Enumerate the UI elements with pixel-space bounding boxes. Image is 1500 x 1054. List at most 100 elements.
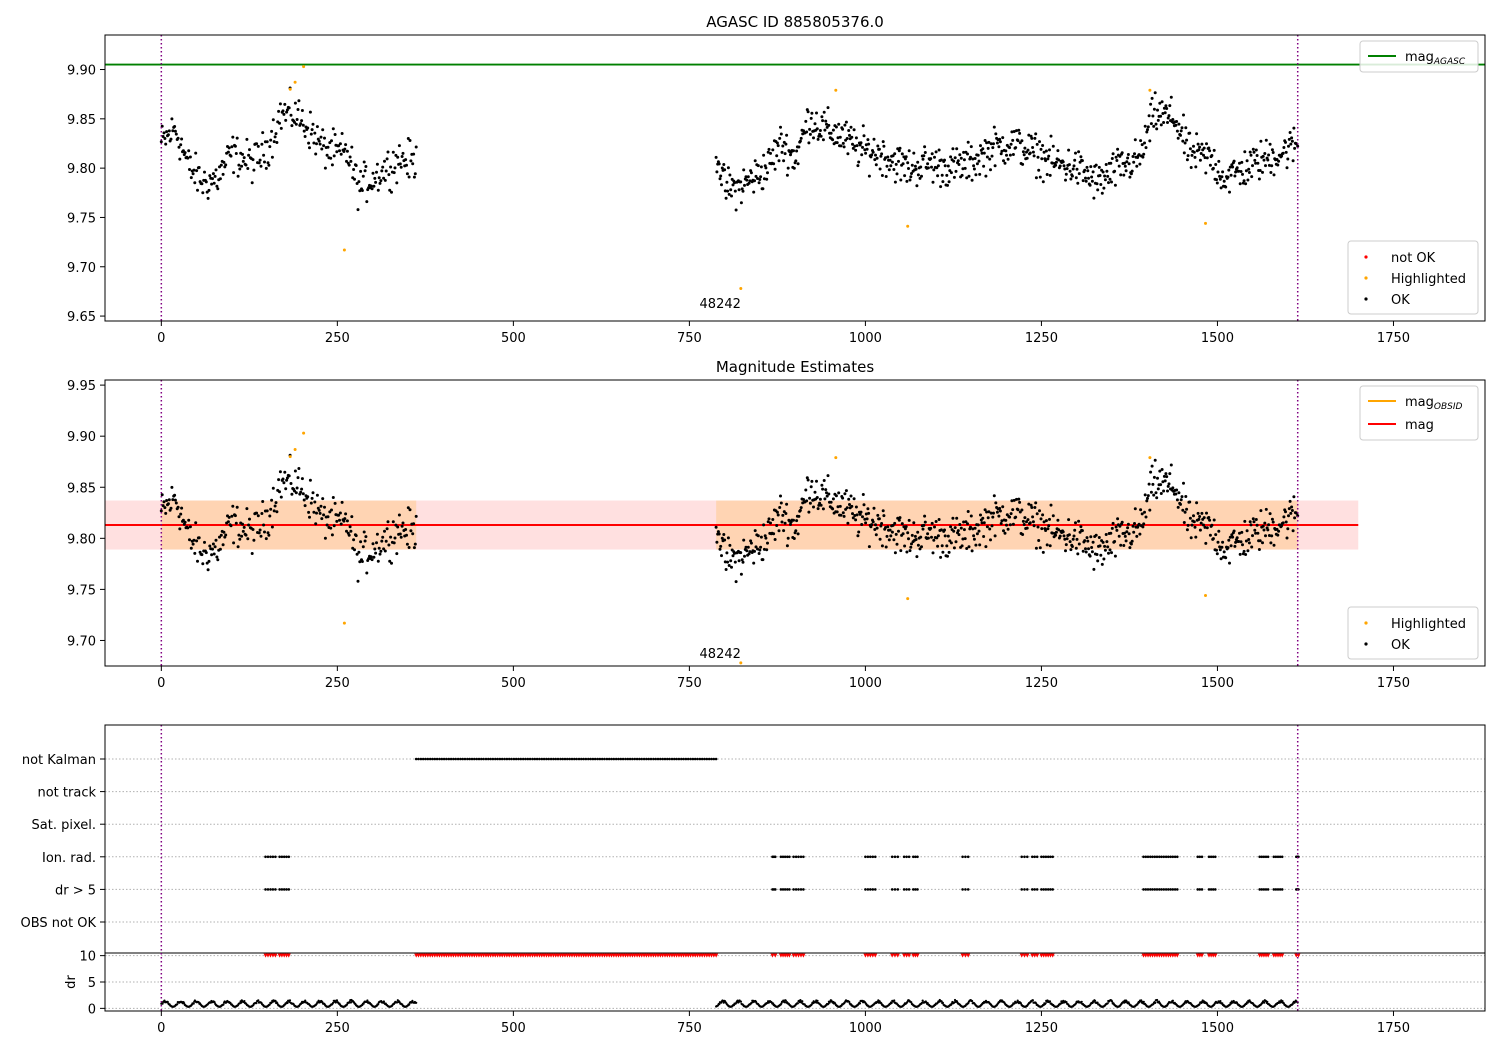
flag-row-label: Sat. pixel. bbox=[32, 818, 96, 833]
ok-point bbox=[1203, 525, 1207, 529]
ok-point bbox=[1077, 150, 1081, 154]
ok-point bbox=[725, 180, 729, 184]
ok-point bbox=[837, 491, 841, 495]
flag-point bbox=[675, 757, 678, 761]
flag-point bbox=[1264, 888, 1268, 891]
ok-point bbox=[723, 168, 727, 172]
flag-point bbox=[649, 757, 653, 761]
ok-point bbox=[191, 172, 195, 176]
ok-point bbox=[795, 519, 799, 523]
ok-point bbox=[1149, 122, 1153, 126]
dr-point bbox=[334, 1001, 337, 1004]
ok-point bbox=[195, 539, 199, 543]
ok-point bbox=[1156, 118, 1160, 122]
dr-point bbox=[377, 1003, 380, 1006]
dr-point bbox=[1048, 1000, 1052, 1003]
ok-point bbox=[1267, 523, 1271, 527]
flag-point bbox=[1266, 888, 1270, 891]
ok-point bbox=[718, 547, 722, 551]
ok-point bbox=[1202, 153, 1205, 157]
ok-point bbox=[337, 513, 341, 517]
flag-point bbox=[1173, 855, 1177, 859]
ok-point bbox=[1282, 515, 1286, 519]
dr-clipped-marker bbox=[1280, 953, 1285, 958]
panel1-ytick-label: 9.80 bbox=[67, 162, 96, 177]
ok-point bbox=[856, 534, 860, 538]
ok-point bbox=[1145, 130, 1149, 134]
ok-point bbox=[307, 141, 311, 145]
ok-point bbox=[825, 125, 829, 129]
ok-point bbox=[1216, 170, 1220, 174]
ok-point bbox=[1041, 180, 1045, 184]
flag-point bbox=[621, 757, 625, 761]
ok-point bbox=[916, 530, 920, 534]
flag-point bbox=[703, 757, 706, 761]
ok-point bbox=[1285, 536, 1289, 540]
ok-point bbox=[822, 110, 826, 114]
ok-point bbox=[1113, 540, 1117, 543]
ok-point bbox=[821, 119, 825, 123]
ok-point bbox=[1214, 163, 1218, 166]
ok-point bbox=[1083, 168, 1087, 172]
ok-point bbox=[779, 132, 783, 136]
ok-point bbox=[906, 531, 910, 535]
ok-point bbox=[809, 116, 813, 120]
ok-point bbox=[914, 167, 918, 171]
flag-point bbox=[864, 855, 867, 859]
ok-point bbox=[363, 169, 367, 173]
highlighted-point bbox=[342, 248, 346, 252]
ok-point bbox=[237, 533, 241, 537]
ok-point bbox=[748, 179, 752, 183]
ok-point bbox=[1164, 104, 1168, 108]
ok-point bbox=[308, 478, 312, 482]
ok-point bbox=[913, 534, 917, 538]
flag-point bbox=[647, 757, 650, 761]
ok-point bbox=[1246, 549, 1250, 553]
flag-point bbox=[1031, 888, 1034, 891]
ok-point bbox=[1251, 147, 1255, 151]
ok-point bbox=[731, 183, 735, 187]
ok-point bbox=[754, 174, 758, 178]
ok-point bbox=[323, 136, 326, 140]
ok-point bbox=[1198, 145, 1202, 149]
ok-point bbox=[1021, 533, 1025, 536]
ok-point bbox=[1254, 161, 1258, 165]
ok-point bbox=[273, 504, 277, 508]
ok-point bbox=[1035, 142, 1039, 146]
flag-point bbox=[677, 757, 681, 761]
flag-point bbox=[266, 888, 270, 891]
ok-point bbox=[877, 147, 881, 151]
ok-point bbox=[1263, 521, 1267, 525]
ok-point bbox=[1034, 132, 1038, 136]
ok-point bbox=[939, 185, 943, 189]
ok-point bbox=[1193, 525, 1197, 529]
flag-point bbox=[535, 757, 539, 761]
ok-point bbox=[1177, 491, 1181, 495]
ok-point bbox=[779, 125, 782, 129]
ok-point bbox=[1128, 546, 1132, 550]
dr-clipped-marker bbox=[1019, 953, 1024, 958]
ok-point bbox=[244, 163, 248, 167]
ok-point bbox=[865, 517, 869, 521]
ok-point bbox=[756, 164, 760, 168]
ok-point bbox=[353, 548, 356, 552]
ok-point bbox=[244, 533, 248, 537]
ok-point bbox=[1037, 539, 1041, 542]
ok-point bbox=[930, 165, 933, 169]
ok-point bbox=[1247, 538, 1251, 541]
flag-point bbox=[689, 757, 692, 761]
flag-point bbox=[1278, 888, 1282, 891]
ok-point bbox=[275, 141, 279, 144]
ok-point bbox=[384, 539, 388, 543]
ok-point bbox=[183, 151, 187, 155]
ok-point bbox=[831, 497, 835, 501]
ok-point bbox=[1154, 491, 1158, 495]
ok-point bbox=[1039, 147, 1043, 151]
ok-point bbox=[848, 503, 851, 506]
flag-point bbox=[285, 888, 288, 891]
ok-point bbox=[1258, 539, 1262, 543]
ok-point bbox=[383, 178, 387, 182]
ok-point bbox=[246, 167, 250, 170]
ok-point bbox=[1203, 156, 1207, 160]
ok-point bbox=[906, 161, 910, 165]
